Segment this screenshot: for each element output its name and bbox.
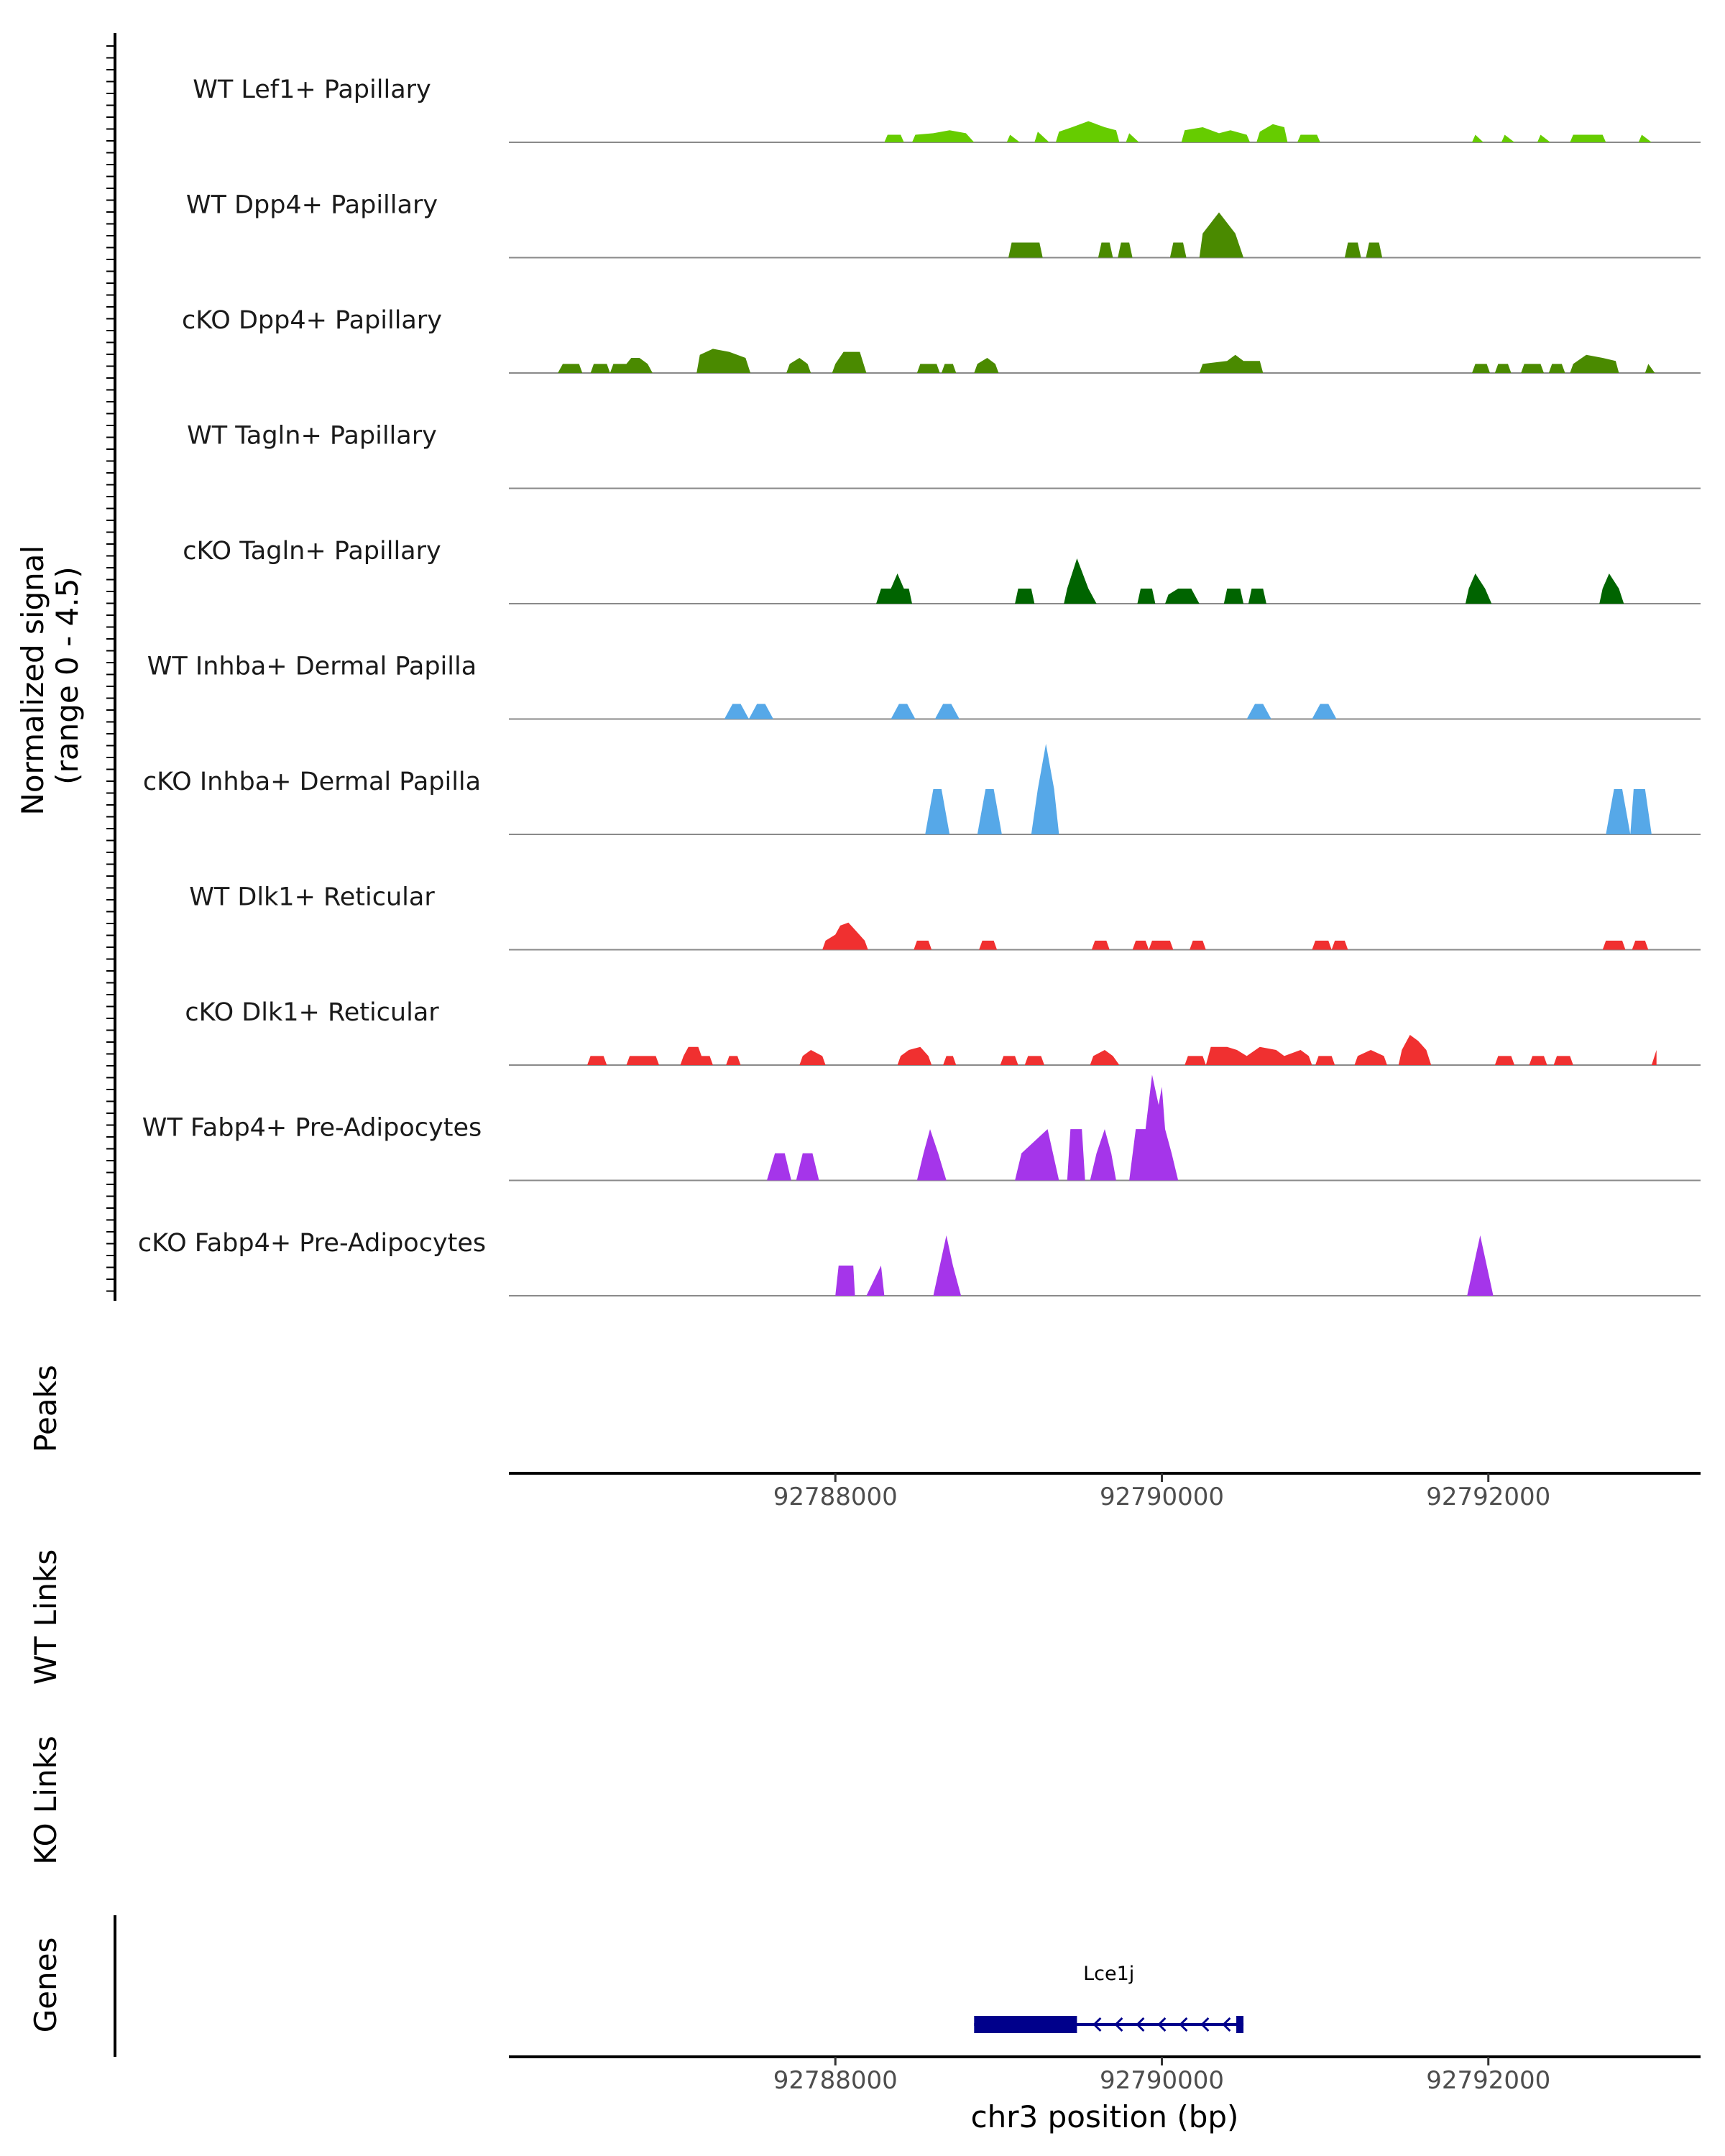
strand-arrow bbox=[1179, 2017, 1188, 2032]
track: cKO Tagln+ Papillary bbox=[183, 537, 1701, 604]
strand-arrow bbox=[1222, 2017, 1231, 2032]
track: cKO Fabp4+ Pre-Adipocytes bbox=[138, 1229, 1701, 1296]
gene-name: Lce1j bbox=[1083, 1963, 1134, 1985]
track-label: WT Inhba+ Dermal Papilla bbox=[147, 653, 477, 681]
x-tick-label: 92792000 bbox=[1426, 1483, 1550, 1511]
x-tick-label: 92792000 bbox=[1426, 2066, 1550, 2095]
coverage-area bbox=[1008, 212, 1383, 258]
track-label: cKO Fabp4+ Pre-Adipocytes bbox=[138, 1229, 486, 1258]
coverage-area bbox=[558, 349, 1655, 373]
track-label: WT Fabp4+ Pre-Adipocytes bbox=[142, 1114, 482, 1143]
genes-track-label: Genes bbox=[28, 1938, 63, 2033]
coverage-area bbox=[884, 121, 1652, 142]
signal-y-axis-label: Normalized signal (range 0 - 4.5) bbox=[15, 535, 85, 815]
gene-models: Lce1j bbox=[974, 1963, 1244, 2033]
coverage-area bbox=[876, 558, 1624, 604]
x-axis-label: chr3 position (bp) bbox=[971, 2099, 1239, 2134]
coverage-area bbox=[724, 704, 1337, 719]
track: WT Dpp4+ Papillary bbox=[186, 191, 1701, 259]
wt-links-track-label: WT Links bbox=[28, 1549, 63, 1685]
coverage-area bbox=[925, 744, 1652, 834]
track-label: cKO Tagln+ Papillary bbox=[183, 537, 441, 566]
strand-arrow bbox=[1136, 2017, 1145, 2032]
track-label: cKO Dpp4+ Papillary bbox=[182, 306, 442, 335]
track-label: WT Dlk1+ Reticular bbox=[189, 883, 435, 912]
track: WT Lef1+ Papillary bbox=[193, 75, 1701, 143]
track: WT Fabp4+ Pre-Adipocytes bbox=[142, 1074, 1701, 1181]
strand-arrow bbox=[1157, 2017, 1167, 2032]
peaks-track-label: Peaks bbox=[28, 1365, 63, 1452]
track-label: WT Lef1+ Papillary bbox=[193, 75, 431, 104]
signal-y-axis-label-line2: (range 0 - 4.5) bbox=[50, 566, 85, 785]
track: WT Inhba+ Dermal Papilla bbox=[147, 653, 1701, 720]
strand-arrow bbox=[1092, 2017, 1102, 2032]
track-label: WT Tagln+ Papillary bbox=[187, 422, 437, 451]
strand-arrow bbox=[1114, 2017, 1123, 2032]
peaks-x-ticks: 92788000 92790000 92792000 bbox=[773, 1473, 1550, 1511]
x-tick-label: 92790000 bbox=[1100, 1483, 1224, 1511]
genes-x-ticks: 92788000 92790000 92792000 bbox=[773, 2057, 1550, 2095]
coverage-area bbox=[766, 1074, 1179, 1181]
gene-exon bbox=[1236, 2016, 1244, 2033]
coverage-area bbox=[835, 1235, 1494, 1296]
track-label: cKO Dlk1+ Reticular bbox=[185, 998, 439, 1027]
track: cKO Dlk1+ Reticular bbox=[185, 998, 1701, 1066]
ko-links-track-label: KO Links bbox=[28, 1736, 63, 1865]
coverage-tracks: WT Lef1+ Papillary WT Dpp4+ Papillary cKO … bbox=[138, 75, 1701, 1296]
x-tick-label: 92788000 bbox=[773, 2066, 898, 2095]
x-tick-label: 92788000 bbox=[773, 1483, 898, 1511]
track: WT Dlk1+ Reticular bbox=[189, 883, 1701, 951]
signal-y-ticks bbox=[106, 45, 115, 1292]
coverage-area bbox=[822, 922, 1649, 950]
coverage-area bbox=[587, 1035, 1657, 1065]
strand-arrow bbox=[1200, 2017, 1210, 2032]
gene: Lce1j bbox=[974, 1963, 1244, 2033]
signal-y-axis-label-line1: Normalized signal bbox=[15, 545, 50, 816]
track: WT Tagln+ Papillary bbox=[187, 422, 1701, 489]
x-tick-label: 92790000 bbox=[1100, 2066, 1224, 2095]
track: cKO Inhba+ Dermal Papilla bbox=[143, 744, 1701, 835]
gene-exon bbox=[974, 2016, 1077, 2033]
track-label: cKO Inhba+ Dermal Papilla bbox=[143, 768, 481, 796]
track-label: WT Dpp4+ Papillary bbox=[186, 191, 438, 220]
track: cKO Dpp4+ Papillary bbox=[182, 306, 1701, 374]
